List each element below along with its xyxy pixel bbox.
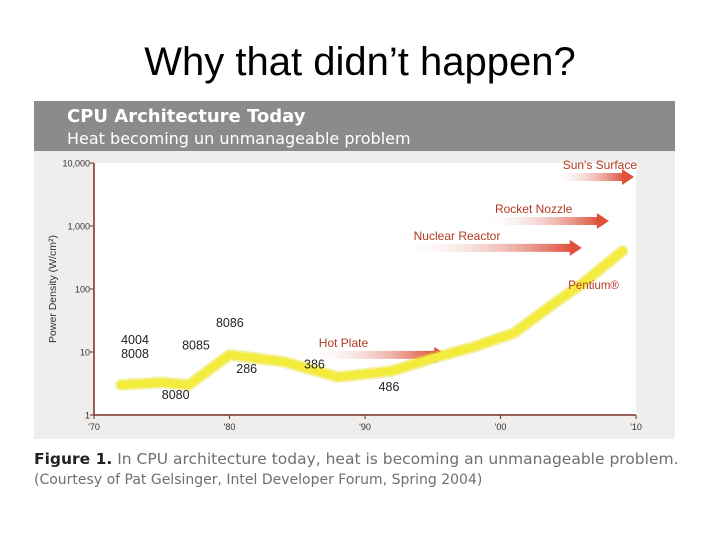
processor-label: 8008	[121, 347, 149, 361]
x-tick-label: '90	[359, 422, 371, 432]
reference-label: Rocket Nozzle	[495, 202, 573, 216]
figure-panel: CPU Architecture Today Heat becoming un …	[34, 101, 675, 439]
y-tick-label: 10,000	[62, 159, 90, 169]
caption-label: Figure 1.	[34, 450, 113, 468]
figure-title: CPU Architecture Today	[67, 106, 306, 127]
y-tick-label: 1	[85, 411, 90, 421]
slide-title: Why that didn’t happen?	[144, 40, 576, 84]
power-density-chart: Hot Plate Nuclear Reactor Rocket Nozzle Sun…	[47, 158, 642, 432]
figure-header: CPU Architecture Today Heat becoming un …	[34, 101, 675, 151]
reference-arrow-head	[622, 168, 634, 185]
reference-arrow-shaft	[405, 243, 572, 252]
processor-label: Pentium®	[568, 280, 619, 292]
processor-label: 486	[379, 380, 400, 394]
figure-caption: Figure 1. In CPU architecture today, hea…	[34, 450, 679, 468]
reference-arrow-head	[569, 239, 582, 256]
reference-label: Nuclear Reactor	[414, 229, 501, 243]
processor-label: 8085	[182, 338, 210, 352]
reference-arrow-shaft	[310, 350, 437, 359]
power-density-curve	[117, 247, 627, 389]
processor-label: 386	[304, 357, 325, 371]
reference-arrow-shaft	[554, 172, 624, 181]
processor-label: 4004	[121, 333, 149, 347]
figure-subtitle: Heat becoming un unmanageable problem	[67, 129, 411, 148]
x-tick-label: '80	[224, 422, 236, 432]
processor-label: 8080	[162, 388, 190, 402]
caption-text: In CPU architecture today, heat is becom…	[117, 450, 679, 468]
reference-arrow-shaft	[486, 217, 599, 226]
x-tick-label: '70	[88, 422, 100, 432]
x-tick-label: '10	[630, 422, 642, 432]
figure-credit: (Courtesy of Pat Gelsinger, Intel Develo…	[34, 472, 483, 488]
processor-label: 8086	[216, 316, 244, 330]
reference-arrow-head	[596, 213, 609, 230]
processor-label: 286	[236, 362, 257, 376]
y-tick-label: 10	[80, 348, 90, 358]
reference-label: Hot Plate	[319, 336, 369, 350]
reference-label: Sun's Surface	[563, 158, 638, 172]
y-axis-label: Power Density (W/cm²)	[47, 235, 59, 343]
x-tick-label: '00	[495, 422, 507, 432]
y-tick-label: 1,000	[67, 222, 90, 232]
y-tick-label: 100	[75, 285, 90, 295]
